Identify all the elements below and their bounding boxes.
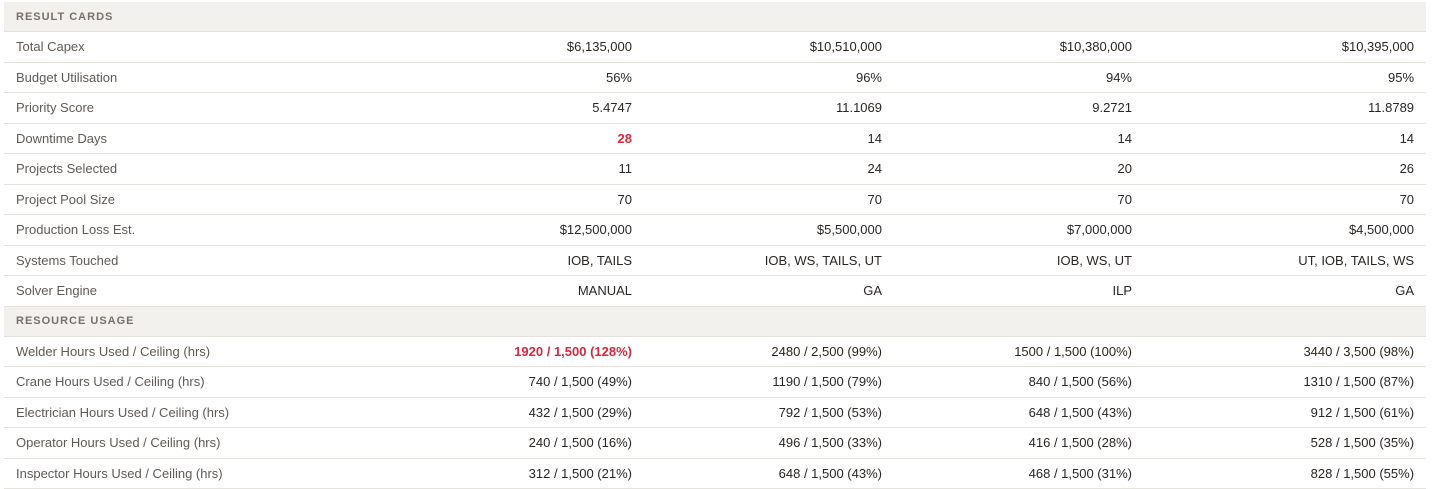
cell-value: 11.1069 — [644, 92, 894, 124]
cell-value: $12,500,000 — [394, 214, 644, 246]
cell-value: 2480 / 2,500 (99%) — [644, 336, 894, 367]
cell-value: $7,000,000 — [894, 214, 1144, 246]
cell-value: $10,510,000 — [644, 31, 894, 63]
cell-value: 24 — [644, 153, 894, 185]
cell-value: 1190 / 1,500 (79%) — [644, 366, 894, 398]
cell-value: IOB, TAILS — [394, 245, 644, 276]
section-title: RESOURCE USAGE — [4, 306, 1427, 337]
row-label: Electrician Hours Used / Ceiling (hrs) — [4, 397, 394, 428]
cell-value: $10,395,000 — [1144, 31, 1427, 63]
row-label: Systems Touched — [4, 245, 394, 276]
cell-value: 840 / 1,500 (56%) — [894, 366, 1144, 398]
cell-value: 828 / 1,500 (55%) — [1144, 458, 1427, 489]
cell-value: GA — [644, 275, 894, 307]
table-row-operator-hours: Operator Hours Used / Ceiling (hrs) 240 … — [4, 427, 1427, 459]
row-label: Project Pool Size — [4, 184, 394, 215]
cell-value: 70 — [1144, 184, 1427, 215]
row-label: Downtime Days — [4, 123, 394, 154]
cell-value: 95% — [1144, 62, 1427, 93]
cell-value: 1310 / 1,500 (87%) — [1144, 366, 1427, 398]
table-row-welder-hours: Welder Hours Used / Ceiling (hrs) 1920 /… — [4, 336, 1427, 367]
row-label: Priority Score — [4, 92, 394, 124]
cell-value-alert: 28 — [394, 123, 644, 154]
cell-value: 496 / 1,500 (33%) — [644, 427, 894, 459]
row-label: Budget Utilisation — [4, 62, 394, 93]
section-title: RESULT CARDS — [4, 2, 1427, 32]
cell-value: 70 — [394, 184, 644, 215]
cell-value: 5.4747 — [394, 92, 644, 124]
cell-value: 14 — [1144, 123, 1427, 154]
cell-value: 912 / 1,500 (61%) — [1144, 397, 1427, 428]
row-label: Solver Engine — [4, 275, 394, 307]
cell-value: 70 — [644, 184, 894, 215]
cell-value: ILP — [894, 275, 1144, 307]
row-label: Projects Selected — [4, 153, 394, 185]
cell-value: 11 — [394, 153, 644, 185]
cell-value: 14 — [644, 123, 894, 154]
cell-value: IOB, WS, TAILS, UT — [644, 245, 894, 276]
comparison-table-container: RESULT CARDS Total Capex $6,135,000 $10,… — [4, 2, 1427, 489]
row-label: Crane Hours Used / Ceiling (hrs) — [4, 366, 394, 398]
table-row-systems-touched: Systems Touched IOB, TAILS IOB, WS, TAIL… — [4, 245, 1427, 276]
cell-value: UT, IOB, TAILS, WS — [1144, 245, 1427, 276]
table-row-inspector-hours: Inspector Hours Used / Ceiling (hrs) 312… — [4, 458, 1427, 489]
table-row-projects-selected: Projects Selected 11 24 20 26 — [4, 153, 1427, 185]
cell-value: 9.2721 — [894, 92, 1144, 124]
cell-value: 94% — [894, 62, 1144, 93]
row-label: Total Capex — [4, 31, 394, 63]
cell-value: 14 — [894, 123, 1144, 154]
table-row-electrician-hours: Electrician Hours Used / Ceiling (hrs) 4… — [4, 397, 1427, 428]
cell-value: 432 / 1,500 (29%) — [394, 397, 644, 428]
table-row-production-loss: Production Loss Est. $12,500,000 $5,500,… — [4, 214, 1427, 246]
cell-value: 416 / 1,500 (28%) — [894, 427, 1144, 459]
row-label: Welder Hours Used / Ceiling (hrs) — [4, 336, 394, 367]
table-row-downtime-days: Downtime Days 28 14 14 14 — [4, 123, 1427, 154]
cell-value: MANUAL — [394, 275, 644, 307]
table-row-total-capex: Total Capex $6,135,000 $10,510,000 $10,3… — [4, 31, 1427, 63]
cell-value: 528 / 1,500 (35%) — [1144, 427, 1427, 459]
cell-value: 70 — [894, 184, 1144, 215]
cell-value: GA — [1144, 275, 1427, 307]
cell-value: 3440 / 3,500 (98%) — [1144, 336, 1427, 367]
cell-value: 740 / 1,500 (49%) — [394, 366, 644, 398]
cell-value: 20 — [894, 153, 1144, 185]
table-row-crane-hours: Crane Hours Used / Ceiling (hrs) 740 / 1… — [4, 366, 1427, 398]
row-label: Operator Hours Used / Ceiling (hrs) — [4, 427, 394, 459]
section-header-result-cards: RESULT CARDS — [4, 2, 1427, 32]
row-label: Production Loss Est. — [4, 214, 394, 246]
cell-value: 312 / 1,500 (21%) — [394, 458, 644, 489]
table-row-priority-score: Priority Score 5.4747 11.1069 9.2721 11.… — [4, 92, 1427, 124]
cell-value: 648 / 1,500 (43%) — [894, 397, 1144, 428]
cell-value: 792 / 1,500 (53%) — [644, 397, 894, 428]
cell-value: 56% — [394, 62, 644, 93]
cell-value: IOB, WS, UT — [894, 245, 1144, 276]
cell-value-alert: 1920 / 1,500 (128%) — [394, 336, 644, 367]
table-row-budget-utilisation: Budget Utilisation 56% 96% 94% 95% — [4, 62, 1427, 93]
cell-value: 26 — [1144, 153, 1427, 185]
cell-value: $5,500,000 — [644, 214, 894, 246]
table-row-project-pool-size: Project Pool Size 70 70 70 70 — [4, 184, 1427, 215]
comparison-table: RESULT CARDS Total Capex $6,135,000 $10,… — [4, 2, 1427, 489]
cell-value: 96% — [644, 62, 894, 93]
cell-value: 240 / 1,500 (16%) — [394, 427, 644, 459]
cell-value: $4,500,000 — [1144, 214, 1427, 246]
section-header-resource-usage: RESOURCE USAGE — [4, 306, 1427, 337]
cell-value: 468 / 1,500 (31%) — [894, 458, 1144, 489]
cell-value: 648 / 1,500 (43%) — [644, 458, 894, 489]
table-row-solver-engine: Solver Engine MANUAL GA ILP GA — [4, 275, 1427, 307]
cell-value: $6,135,000 — [394, 31, 644, 63]
cell-value: 1500 / 1,500 (100%) — [894, 336, 1144, 367]
cell-value: 11.8789 — [1144, 92, 1427, 124]
cell-value: $10,380,000 — [894, 31, 1144, 63]
row-label: Inspector Hours Used / Ceiling (hrs) — [4, 458, 394, 489]
